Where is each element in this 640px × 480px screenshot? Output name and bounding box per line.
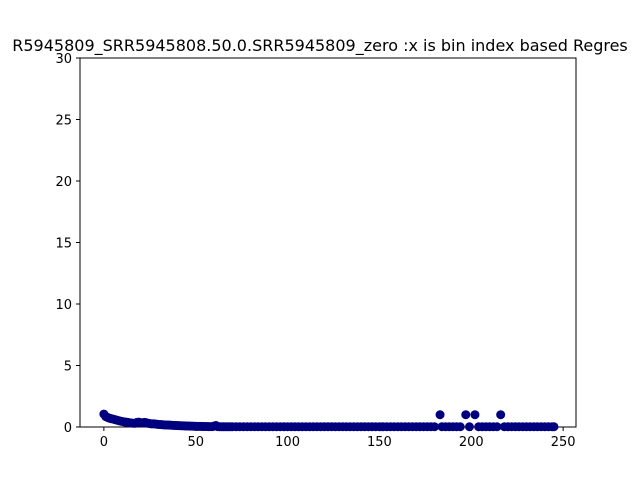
x-tick-label: 50: [187, 435, 204, 450]
plot-area-frame: [79, 57, 577, 428]
x-tick-label: 0: [100, 435, 108, 450]
data-point: [435, 410, 445, 420]
y-tick-label: 0: [64, 421, 72, 436]
y-tick-label: 15: [55, 237, 72, 252]
data-point: [496, 410, 506, 420]
x-tick-label: 200: [459, 435, 484, 450]
chart-title: R5945809_SRR5945808.50.0.SRR5945809_zero…: [12, 36, 628, 56]
x-tick-label: 100: [275, 435, 300, 450]
data-point: [464, 422, 474, 432]
data-point: [430, 422, 440, 432]
y-axis: 0 5 10 15 20 25 30: [55, 52, 80, 436]
data-point: [492, 422, 502, 432]
data-point: [549, 422, 559, 432]
y-tick-label: 20: [55, 175, 72, 190]
data-point: [461, 410, 471, 420]
x-axis: 0 50 100 150 200 250: [100, 427, 576, 450]
x-tick-label: 250: [551, 435, 576, 450]
data-point: [455, 422, 465, 432]
y-tick-label: 5: [64, 360, 72, 375]
y-tick-label: 25: [55, 114, 72, 129]
data-point: [470, 410, 480, 420]
y-tick-label: 10: [55, 298, 72, 313]
x-tick-label: 150: [367, 435, 392, 450]
data-points: [99, 409, 559, 432]
y-tick-label: 30: [55, 52, 72, 67]
